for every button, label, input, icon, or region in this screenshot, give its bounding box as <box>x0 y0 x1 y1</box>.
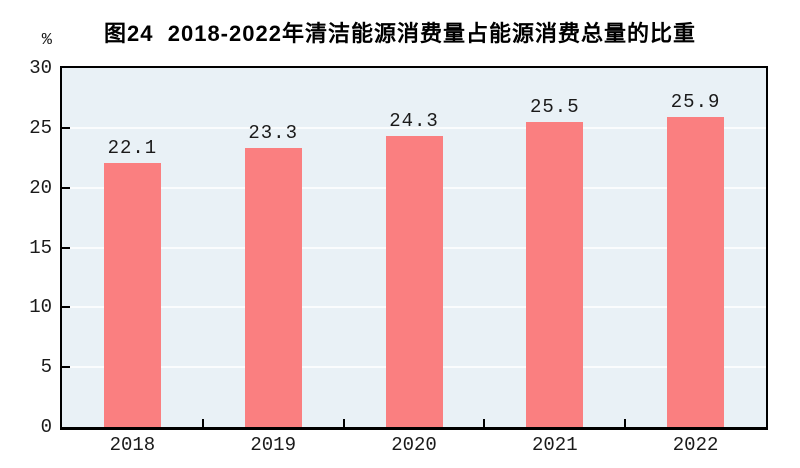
plot-area <box>60 66 768 430</box>
bar-value-label-2018: 22.1 <box>107 136 158 159</box>
x-tick-boundary-4 <box>624 419 627 427</box>
y-axis-label-10: 10 <box>29 296 52 319</box>
y-tick-25 <box>62 126 70 129</box>
bar-2021 <box>526 121 584 427</box>
y-axis-label-20: 20 <box>29 176 52 199</box>
x-axis-label-2022: 2022 <box>672 434 719 456</box>
bar-value-label-2019: 23.3 <box>248 122 298 145</box>
bar-2018 <box>103 162 161 427</box>
bar-2020 <box>385 136 443 427</box>
x-tick-boundary-3 <box>483 419 486 427</box>
chart-title: 图24 2018-2022年清洁能源消费量占能源消费总量的比重 <box>104 21 696 46</box>
y-axis-label-0: 0 <box>40 416 52 438</box>
y-tick-20 <box>62 186 70 189</box>
y-axis-label-30: 30 <box>29 57 52 79</box>
y-tick-5 <box>62 366 70 369</box>
x-tick-boundary-1 <box>201 419 204 427</box>
gridline-25 <box>62 126 766 129</box>
y-axis-label-25: 25 <box>29 116 52 139</box>
x-axis-label-2019: 2019 <box>250 434 296 456</box>
y-axis-unit-label: % <box>41 31 52 50</box>
y-tick-10 <box>62 306 70 309</box>
x-tick-boundary-2 <box>342 419 345 427</box>
bar-2022 <box>667 117 725 427</box>
bar-value-label-2022: 25.9 <box>670 91 721 114</box>
y-tick-15 <box>62 246 70 249</box>
bar-value-label-2021: 25.5 <box>529 95 580 118</box>
bar-value-label-2020: 24.3 <box>389 110 439 133</box>
x-axis-label-2021: 2021 <box>531 434 578 456</box>
bar-2019 <box>244 148 302 427</box>
x-axis-label-2018: 2018 <box>109 434 156 456</box>
y-axis-label-15: 15 <box>29 236 52 259</box>
x-axis-label-2020: 2020 <box>391 434 437 456</box>
y-axis-label-5: 5 <box>40 356 52 379</box>
